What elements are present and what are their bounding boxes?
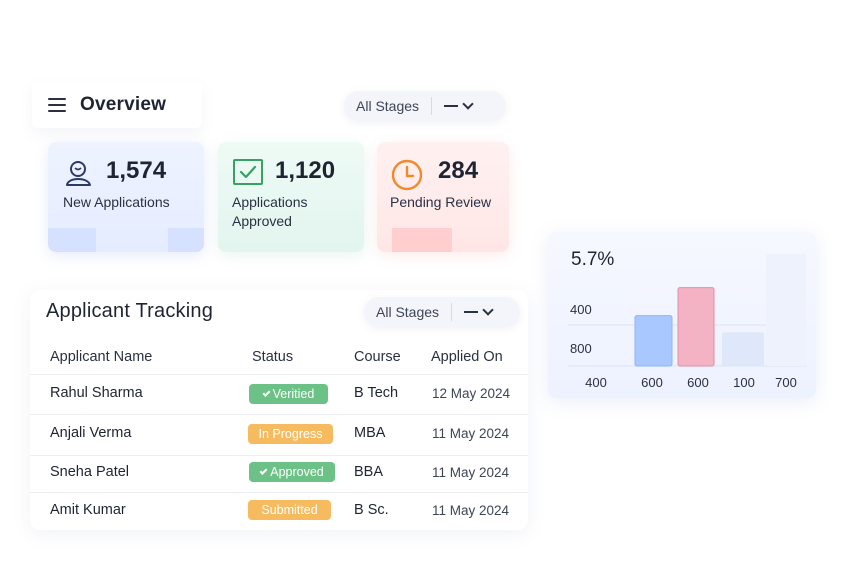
status-text: In Progress [258, 427, 323, 441]
card-accent [392, 228, 452, 252]
x-tick-label: 400 [585, 375, 607, 390]
stage-filter-label: All Stages [356, 98, 420, 114]
menu-icon[interactable] [48, 98, 66, 112]
card-accent [168, 228, 204, 252]
column-header-status[interactable]: Status [252, 349, 294, 365]
user-icon [66, 161, 91, 186]
applied-date: 11 May 2024 [432, 426, 510, 441]
check-icon [262, 388, 271, 397]
status-text: Submitted [261, 503, 318, 517]
column-header-course[interactable]: Course [354, 349, 401, 365]
stat-value: 1,120 [275, 157, 336, 184]
x-tick-label: 100 [733, 375, 755, 390]
applicant-name[interactable]: Amit Kumar [50, 502, 126, 518]
course: B Tech [354, 385, 399, 401]
status-text: Approved [270, 465, 324, 479]
course: BBA [354, 464, 384, 480]
status-badge: Veritied [249, 384, 328, 404]
chart-bar [722, 332, 764, 366]
dropdown-toggle[interactable] [452, 304, 506, 316]
row-divider [30, 414, 528, 415]
stat-label-line2: Approved [232, 213, 292, 229]
tracking-stage-filter-dropdown[interactable]: All Stages [364, 297, 520, 327]
status-badge: Approved [249, 462, 335, 482]
applied-date: 11 May 2024 [432, 503, 510, 518]
chart-bar [766, 254, 806, 366]
applied-date: 12 May 2024 [432, 386, 511, 401]
applied-date: 11 May 2024 [432, 465, 510, 480]
stage-filter-dropdown[interactable]: All Stages [344, 91, 506, 121]
dash-icon [444, 105, 459, 107]
divider [451, 303, 453, 321]
checkbox-icon [233, 159, 263, 185]
chart-title: 5.7% [571, 249, 615, 270]
x-tick-label: 700 [775, 375, 797, 390]
applicant-name[interactable]: Rahul Sharma [50, 385, 143, 401]
section-title: Applicant Tracking [46, 300, 214, 322]
y-tick-label: 800 [570, 341, 592, 356]
dropdown-toggle[interactable] [432, 98, 486, 110]
chevron-down-icon [462, 98, 474, 110]
row-divider [30, 374, 528, 375]
stat-value: 1,574 [106, 157, 167, 184]
stat-card-pending-review[interactable]: 284 Pending Review [377, 142, 509, 252]
stat-card-applications-approved[interactable]: 1,120 Applications Approved [218, 142, 364, 252]
page-title: Overview [80, 94, 167, 115]
row-divider [30, 455, 528, 456]
card-accent [48, 228, 96, 252]
course: B Sc. [354, 502, 389, 518]
status-badge: Submitted [248, 500, 331, 520]
check-icon [259, 466, 268, 475]
x-tick-label: 600 [687, 375, 709, 390]
y-tick-label: 400 [570, 302, 592, 317]
status-text: Veritied [272, 387, 315, 401]
applicant-name[interactable]: Sneha Patel [50, 464, 130, 480]
overview-header: Overview [32, 82, 202, 128]
chart-bar [634, 315, 673, 367]
divider [431, 97, 433, 115]
stat-label: Pending Review [390, 194, 492, 210]
dash-icon [464, 311, 479, 313]
course: MBA [354, 425, 386, 441]
stat-value: 284 [438, 157, 479, 184]
bar-chart: 400 800 400 600 600 100 700 [568, 254, 806, 390]
status-badge: In Progress [248, 424, 333, 444]
stat-label-line1: Applications [232, 194, 308, 210]
stat-card-new-applications[interactable]: 1,574 New Applications [48, 142, 204, 252]
chevron-down-icon [482, 304, 494, 316]
applicant-name[interactable]: Anjali Verma [50, 425, 132, 441]
chart-bar [677, 287, 715, 367]
applicant-tracking-panel [30, 290, 528, 530]
column-header-name[interactable]: Applicant Name [50, 349, 153, 365]
row-divider [30, 492, 528, 493]
stage-filter-label: All Stages [376, 304, 440, 320]
clock-icon [391, 159, 423, 191]
x-tick-label: 600 [641, 375, 663, 390]
column-header-applied-on[interactable]: Applied On [431, 349, 503, 365]
stat-label: New Applications [63, 194, 170, 210]
